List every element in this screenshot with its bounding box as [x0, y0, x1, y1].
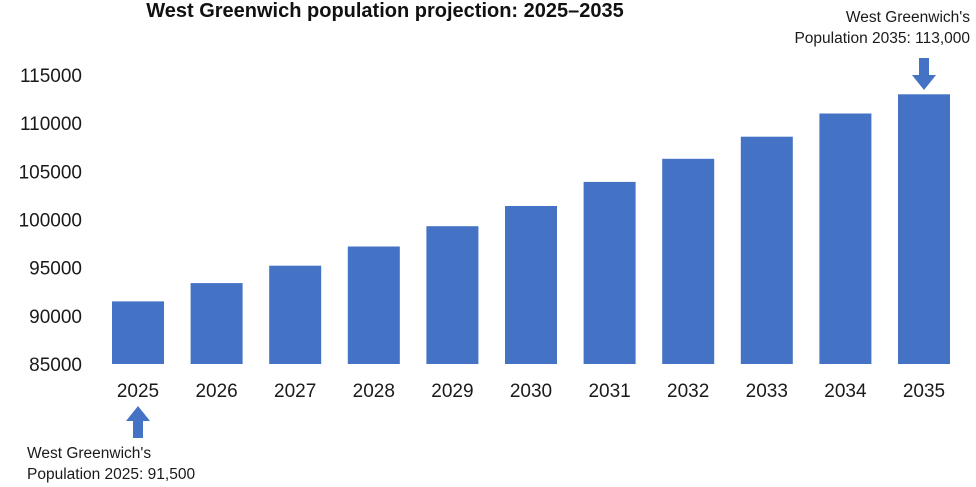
annotation-text-line: West Greenwich's — [27, 445, 151, 462]
x-tick-label: 2030 — [510, 381, 552, 402]
annotation-text-line: West Greenwich's — [846, 9, 970, 26]
x-tick-label: 2028 — [353, 381, 395, 402]
bar-2031 — [583, 181, 636, 364]
bar-2025 — [112, 301, 164, 364]
annotation-text-line: Population 2035: 113,000 — [794, 30, 970, 47]
y-tick-label: 100000 — [19, 211, 82, 232]
x-tick-label: 2032 — [667, 381, 709, 402]
up-arrow-icon — [126, 406, 150, 438]
x-axis-tick-labels: 2025 2026 2027 2028 2029 2030 2031 2032 2033 2034… — [117, 381, 945, 402]
bar-2029 — [426, 226, 479, 364]
bar-group — [112, 94, 950, 365]
bar-2035 — [898, 94, 950, 365]
y-tick-label: 105000 — [19, 162, 82, 183]
bar-2027 — [269, 265, 322, 364]
y-axis-tick-labels: 85000 90000 95000 100000 105000 110000 115000 — [19, 66, 82, 376]
x-tick-label: 2027 — [274, 381, 316, 402]
y-tick-label: 115000 — [20, 66, 82, 87]
bar-2026 — [190, 283, 243, 364]
y-tick-label: 85000 — [29, 355, 82, 376]
x-tick-label: 2033 — [746, 381, 788, 402]
x-tick-label: 2031 — [588, 381, 630, 402]
annotation-text-line: Population 2025: 91,500 — [27, 466, 195, 483]
x-tick-label: 2029 — [431, 381, 473, 402]
y-tick-label: 110000 — [20, 114, 82, 135]
bar-2033 — [740, 136, 793, 364]
annotation-2025: West Greenwich's Population 2025: 91,500 — [27, 406, 195, 483]
bar-2030 — [505, 206, 557, 364]
annotation-2035: West Greenwich's Population 2035: 113,000 — [794, 9, 970, 90]
bar-2028 — [347, 246, 400, 364]
bar-2034 — [819, 113, 872, 364]
x-tick-label: 2025 — [117, 381, 159, 402]
chart-title: West Greenwich population projection: 20… — [146, 0, 624, 22]
x-tick-label: 2034 — [824, 381, 867, 402]
x-tick-label: 2026 — [195, 381, 237, 402]
y-tick-label: 90000 — [29, 307, 82, 328]
x-tick-label: 2035 — [903, 381, 945, 402]
y-tick-label: 95000 — [29, 259, 82, 280]
down-arrow-icon — [912, 58, 936, 90]
bar-2032 — [662, 158, 715, 364]
